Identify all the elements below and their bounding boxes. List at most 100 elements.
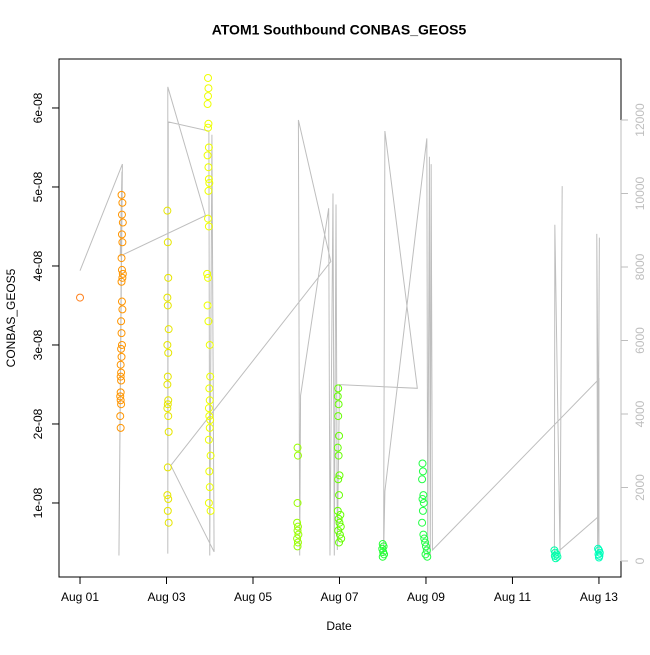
- y2-tick-label: 2000: [633, 474, 647, 501]
- x-tick-label: Aug 09: [407, 590, 445, 604]
- point: [117, 230, 126, 239]
- point: [205, 467, 214, 476]
- point: [203, 151, 212, 160]
- point: [595, 548, 604, 557]
- y2-tick-label: 0: [633, 557, 647, 564]
- point: [205, 340, 214, 349]
- point: [334, 412, 343, 421]
- point: [117, 329, 126, 338]
- y2-tick-label: 10000: [633, 176, 647, 210]
- altitude-line: [79, 86, 600, 556]
- point: [206, 416, 215, 425]
- y-tick-label: 1e-08: [31, 487, 45, 518]
- point: [337, 534, 346, 543]
- point: [164, 348, 173, 357]
- point: [335, 431, 344, 440]
- y-tick-label: 2e-08: [31, 408, 45, 439]
- point: [116, 360, 125, 369]
- point: [116, 388, 125, 397]
- point: [421, 538, 430, 547]
- point: [293, 522, 302, 531]
- point: [418, 459, 427, 468]
- point: [116, 372, 125, 381]
- point: [293, 526, 302, 535]
- point: [118, 238, 127, 247]
- point: [335, 538, 344, 547]
- point: [421, 550, 430, 559]
- point: [204, 498, 213, 507]
- point: [164, 412, 173, 421]
- point: [378, 552, 387, 561]
- point: [118, 273, 127, 282]
- point: [164, 495, 173, 504]
- point: [204, 84, 213, 93]
- point: [117, 344, 126, 353]
- point: [418, 467, 427, 476]
- point: [418, 506, 427, 515]
- point: [205, 483, 214, 492]
- point: [164, 518, 173, 527]
- y2-tick-label: 6000: [633, 327, 647, 354]
- y-axis-label: CONBAS_GEOS5: [4, 268, 18, 367]
- point: [293, 534, 302, 543]
- point: [163, 238, 172, 247]
- point: [205, 396, 214, 405]
- point: [293, 542, 302, 551]
- point: [117, 376, 126, 385]
- point: [334, 400, 343, 409]
- point: [204, 404, 213, 413]
- point: [333, 506, 342, 515]
- x-tick-label: Aug 07: [320, 590, 358, 604]
- x-tick-label: Aug 11: [494, 590, 531, 604]
- point: [116, 392, 125, 401]
- point: [117, 254, 126, 263]
- point: [204, 222, 213, 231]
- point: [293, 518, 302, 527]
- point: [117, 352, 126, 361]
- point: [418, 475, 427, 484]
- point: [163, 293, 172, 302]
- x-tick-label: Aug 05: [234, 590, 272, 604]
- point: [421, 542, 430, 551]
- point: [334, 475, 343, 484]
- point: [204, 73, 213, 82]
- point: [204, 123, 213, 132]
- chart-title: ATOM1 Southbound CONBAS_GEOS5: [212, 22, 467, 38]
- point: [204, 92, 213, 101]
- point: [293, 498, 302, 507]
- point: [205, 384, 214, 393]
- point: [378, 544, 387, 553]
- point: [117, 368, 126, 377]
- y2-tick-label: 8000: [633, 253, 647, 280]
- y-tick-label: 3e-08: [31, 329, 45, 360]
- y-tick-label: 6e-08: [31, 92, 45, 123]
- point: [419, 498, 428, 507]
- point: [117, 265, 126, 274]
- point: [203, 301, 212, 310]
- point: [163, 404, 172, 413]
- point: [204, 119, 213, 128]
- point: [333, 392, 342, 401]
- point: [204, 214, 213, 223]
- point: [76, 293, 85, 302]
- point: [419, 530, 428, 539]
- point: [594, 553, 603, 562]
- point: [164, 273, 173, 282]
- point: [163, 463, 172, 472]
- point: [293, 538, 302, 547]
- x-axis-label: Date: [326, 619, 352, 633]
- point: [335, 530, 344, 539]
- point: [204, 273, 213, 282]
- point: [293, 451, 302, 460]
- point: [163, 301, 172, 310]
- point: [334, 526, 343, 535]
- point: [205, 179, 214, 188]
- point: [204, 175, 213, 184]
- point: [334, 384, 343, 393]
- point: [117, 400, 126, 409]
- point: [551, 554, 560, 563]
- point: [163, 206, 172, 215]
- point: [418, 495, 427, 504]
- point: [164, 325, 173, 334]
